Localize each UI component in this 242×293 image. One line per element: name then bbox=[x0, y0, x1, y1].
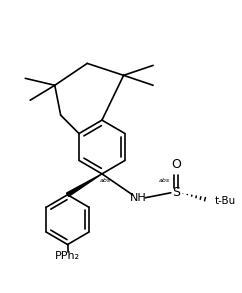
Text: abs: abs bbox=[99, 178, 111, 183]
Text: abs: abs bbox=[158, 178, 169, 183]
Text: PPh₂: PPh₂ bbox=[55, 251, 80, 261]
Text: NH: NH bbox=[130, 193, 147, 203]
Text: O: O bbox=[171, 159, 181, 171]
Text: S: S bbox=[172, 186, 180, 199]
Polygon shape bbox=[67, 174, 102, 197]
Text: t-Bu: t-Bu bbox=[215, 196, 236, 206]
